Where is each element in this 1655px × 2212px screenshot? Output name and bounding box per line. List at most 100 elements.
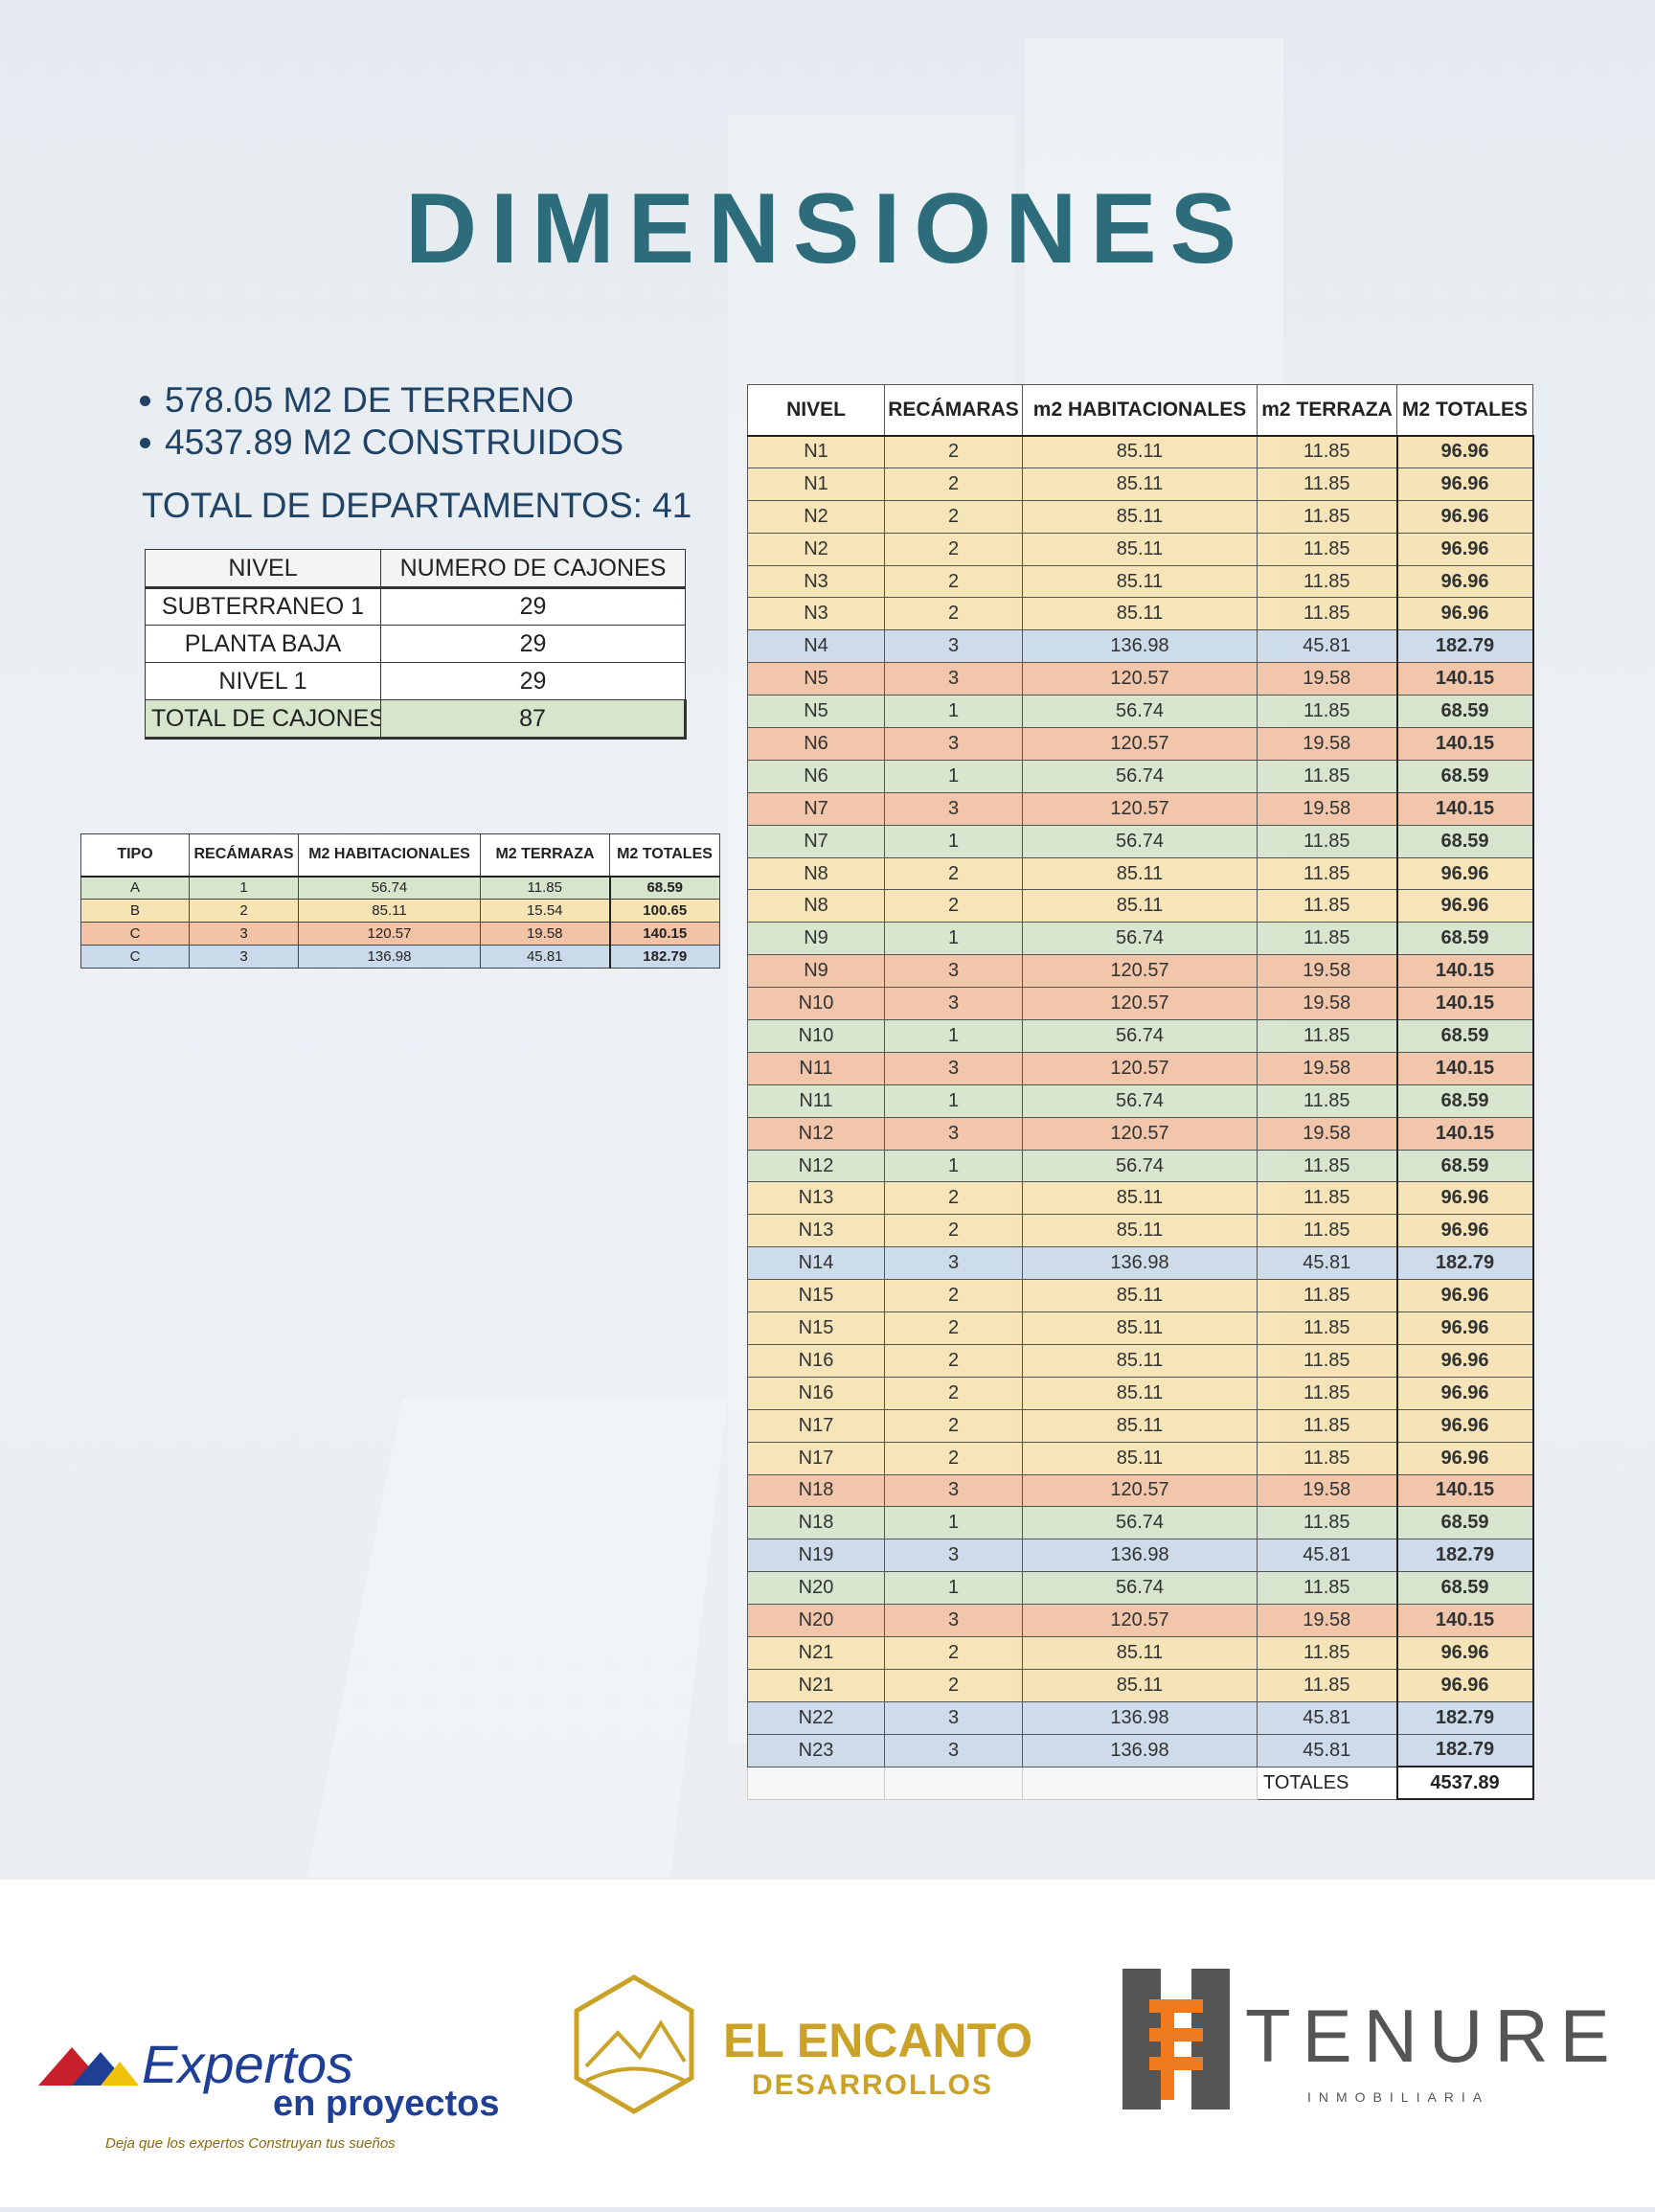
cell: 2 <box>884 1635 1023 1670</box>
row: N11 1 56.74 11.85 68.59 <box>747 1083 1534 1118</box>
cell: 19.58 <box>1257 1473 1397 1508</box>
row: N6 1 56.74 11.85 68.59 <box>747 759 1534 793</box>
row: N17 2 85.11 11.85 96.96 <box>747 1441 1534 1475</box>
cell: 1 <box>884 1571 1023 1606</box>
cell: 140.15 <box>1395 662 1534 696</box>
cell: 85.11 <box>1022 1441 1258 1475</box>
cell: 2 <box>884 856 1023 891</box>
row: N20 1 56.74 11.85 68.59 <box>747 1571 1534 1606</box>
cell: 2 <box>884 1343 1023 1378</box>
cell: N8 <box>747 856 885 891</box>
cell: C <box>80 945 190 969</box>
expertos-slogan: Deja que los expertos Construyan tus sue… <box>105 2135 396 2152</box>
cell: N6 <box>747 759 885 793</box>
cell: N9 <box>747 922 885 956</box>
cell: 45.81 <box>1257 1539 1397 1573</box>
cell: 3 <box>884 1700 1023 1735</box>
cell: 11.85 <box>1257 1376 1397 1410</box>
cell: N10 <box>747 987 885 1021</box>
cell: 11.85 <box>1257 922 1397 956</box>
cell: 11.85 <box>480 876 610 900</box>
cell: RECÁMARAS <box>884 384 1023 437</box>
cell: 56.74 <box>1022 1149 1258 1183</box>
cell: N19 <box>747 1539 885 1573</box>
cell: N9 <box>747 954 885 989</box>
cell: 3 <box>884 1473 1023 1508</box>
cell: 19.58 <box>1257 1604 1397 1637</box>
cell: NIVEL 1 <box>145 662 381 700</box>
cell: N7 <box>747 824 885 858</box>
cell: 182.79 <box>1395 1700 1534 1735</box>
row: N17 2 85.11 11.85 96.96 <box>747 1408 1534 1443</box>
cell: 19.58 <box>1257 1116 1397 1151</box>
cell: 1 <box>884 695 1023 729</box>
cell: 1 <box>884 759 1023 793</box>
row: N16 2 85.11 11.85 96.96 <box>747 1376 1534 1410</box>
cell: NIVEL <box>747 384 885 437</box>
row: NIVEL 1 29 <box>145 662 686 700</box>
row: N10 1 56.74 11.85 68.59 <box>747 1019 1534 1053</box>
cell: 3 <box>189 945 299 969</box>
cell: 1 <box>884 1149 1023 1183</box>
cell: 136.98 <box>1022 1733 1258 1767</box>
cell: N11 <box>747 1083 885 1118</box>
cell: 140.15 <box>608 922 720 946</box>
cell: 3 <box>884 1733 1023 1767</box>
cell: M2 TOTALES <box>609 833 720 878</box>
row: N11 3 120.57 19.58 140.15 <box>747 1051 1534 1085</box>
cell: 182.79 <box>1395 1539 1534 1573</box>
cell: 96.96 <box>1395 1214 1534 1248</box>
cell: 120.57 <box>298 922 481 946</box>
cell: 2 <box>884 435 1023 468</box>
cell: 68.59 <box>1395 824 1534 858</box>
cell: 68.59 <box>1395 759 1534 793</box>
cell: 120.57 <box>1022 954 1258 989</box>
cell: 85.11 <box>1022 856 1258 891</box>
cell: 56.74 <box>1022 1506 1258 1540</box>
cell: 19.58 <box>480 922 610 946</box>
total-row: TOTAL DE CAJONES 87 <box>145 699 687 740</box>
cell: 120.57 <box>1022 1051 1258 1085</box>
cell: 120.57 <box>1022 727 1258 761</box>
cell: 1 <box>884 1083 1023 1118</box>
totals-row: TOTALES 4537.89 <box>747 1766 1534 1801</box>
cell: 29 <box>380 625 686 663</box>
cell: 11.85 <box>1257 532 1397 566</box>
row: N15 2 85.11 11.85 96.96 <box>747 1311 1534 1345</box>
cell: 85.11 <box>1022 1279 1258 1313</box>
cell: 19.58 <box>1257 791 1397 826</box>
cell: 56.74 <box>1022 1083 1258 1118</box>
cell: 140.15 <box>1395 987 1534 1021</box>
cell: 68.59 <box>1395 1571 1534 1606</box>
cell: 11.85 <box>1257 564 1397 599</box>
cell: 56.74 <box>1022 759 1258 793</box>
cell: 11.85 <box>1257 1668 1397 1702</box>
cell: C <box>80 922 190 946</box>
cell: 11.85 <box>1257 759 1397 793</box>
cell: B <box>80 899 190 923</box>
cell: 96.96 <box>1395 1279 1534 1313</box>
cell: 85.11 <box>1022 435 1258 468</box>
cell: 3 <box>884 1604 1023 1637</box>
cell: 85.11 <box>1022 564 1258 599</box>
cell: 3 <box>189 922 299 946</box>
cell: 96.96 <box>1395 532 1534 566</box>
cell: 3 <box>884 1116 1023 1151</box>
row: N23 3 136.98 45.81 182.79 <box>747 1733 1534 1767</box>
parking-table: NIVEL NUMERO DE CAJONES SUBTERRANEO 1 29 PLA… <box>145 549 687 740</box>
cell: 3 <box>884 954 1023 989</box>
row: N2 2 85.11 11.85 96.96 <box>747 532 1534 566</box>
cell: 15.54 <box>480 899 610 923</box>
cell: 2 <box>884 1181 1023 1216</box>
row: N4 3 136.98 45.81 182.79 <box>747 629 1534 664</box>
cell: N16 <box>747 1376 885 1410</box>
main-table: NIVEL RECÁMARAS m2 HABITACIONALES m2 TERRAZ… <box>747 384 1534 1801</box>
cell: 2 <box>884 499 1023 534</box>
cell: N5 <box>747 662 885 696</box>
cell: NUMERO DE CAJONES <box>380 549 686 589</box>
cell: 1 <box>884 1506 1023 1540</box>
cell: N4 <box>747 629 885 664</box>
row: B 2 85.11 15.54 100.65 <box>80 899 720 923</box>
cell: 96.96 <box>1395 1181 1534 1216</box>
